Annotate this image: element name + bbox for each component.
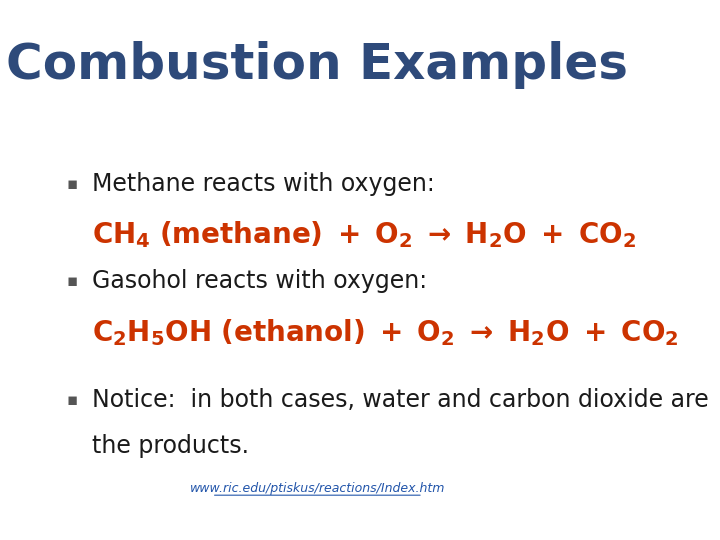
Text: $\mathbf{CH_4\ (methane)\ +\ O_2\ \rightarrow\ H_2O\ +\ CO_2}$: $\mathbf{CH_4\ (methane)\ +\ O_2\ \right…: [92, 219, 636, 251]
Text: ▪: ▪: [66, 390, 78, 409]
Text: Gasohol reacts with oxygen:: Gasohol reacts with oxygen:: [92, 269, 427, 293]
Text: ▪: ▪: [66, 272, 78, 290]
Text: www.ric.edu/ptiskus/reactions/Index.htm: www.ric.edu/ptiskus/reactions/Index.htm: [189, 482, 445, 495]
Text: Methane reacts with oxygen:: Methane reacts with oxygen:: [92, 172, 435, 195]
Text: Notice:  in both cases, water and carbon dioxide are: Notice: in both cases, water and carbon …: [92, 388, 708, 411]
Text: Combustion Examples: Combustion Examples: [6, 41, 629, 89]
Text: $\mathbf{C_2H_5OH\ (ethanol)\ +\ O_2\ \rightarrow\ H_2O\ +\ CO_2}$: $\mathbf{C_2H_5OH\ (ethanol)\ +\ O_2\ \r…: [92, 316, 679, 348]
Text: the products.: the products.: [92, 434, 249, 457]
Text: ▪: ▪: [66, 174, 78, 193]
